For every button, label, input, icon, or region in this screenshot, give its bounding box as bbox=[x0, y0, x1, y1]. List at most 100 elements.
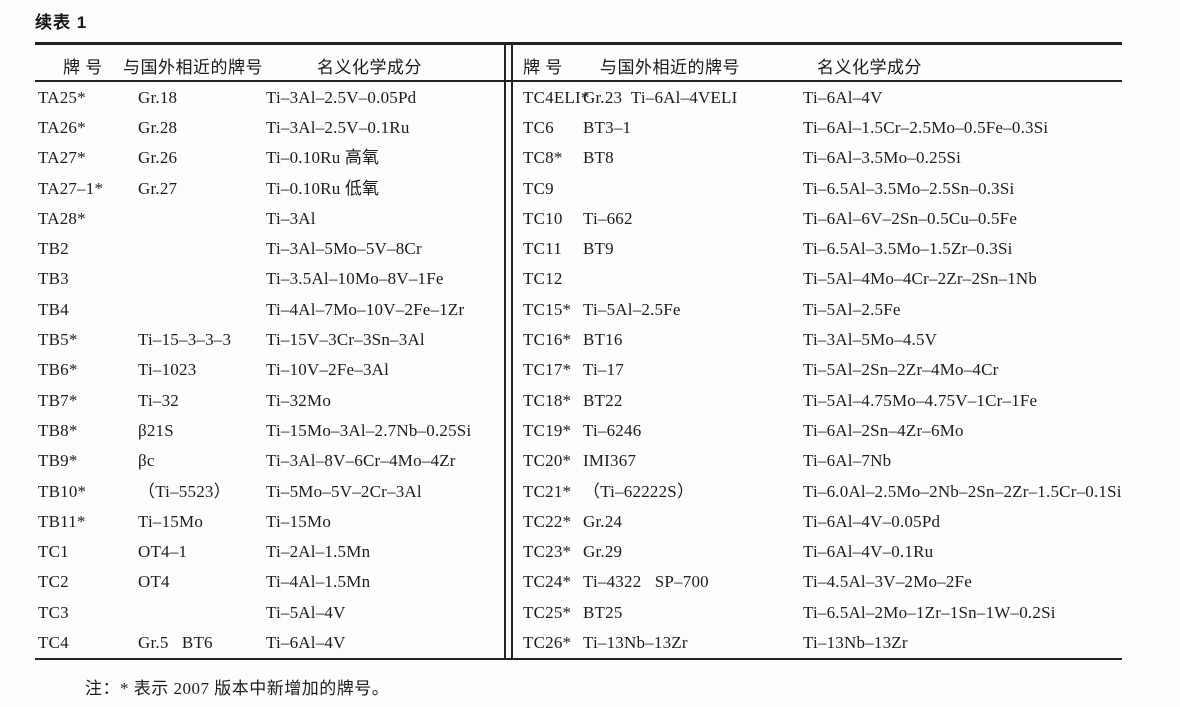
grade-cell: TC11 bbox=[523, 239, 562, 259]
table-row: TC19* Ti–6246 Ti–6Al–2Sn–4Zr–6Mo bbox=[505, 415, 1122, 445]
composition-cell: Ti–6.5Al–3.5Mo–2.5Sn–0.3Si bbox=[803, 178, 1015, 198]
composition-cell: Ti–3Al–5Mo–4.5V bbox=[803, 330, 938, 350]
table-row: TC20* IMI367 Ti–6Al–7Nb bbox=[505, 446, 1122, 476]
table-row: TC1 OT4–1 Ti–2Al–1.5Mn bbox=[35, 536, 505, 566]
composition-cell: Ti–3Al bbox=[266, 208, 316, 228]
grade-cell: TC6 bbox=[523, 117, 554, 137]
composition-cell: Ti–15Mo–3Al–2.7Nb–0.25Si bbox=[266, 420, 472, 440]
table-header-left: 牌 号 与国外相近的牌号 名义化学成分 bbox=[35, 45, 505, 82]
grade-cell: TC10 bbox=[523, 208, 563, 228]
grade-cell: TB3 bbox=[38, 269, 69, 289]
composition-cell: Ti–6Al–4V bbox=[266, 632, 346, 652]
table-right-panel: 牌 号 与国外相近的牌号 名义化学成分 TC4ELI* Gr.23 Ti–6Al–… bbox=[505, 45, 1122, 658]
table-row: TC17* Ti–17 Ti–5Al–2Sn–2Zr–4Mo–4Cr bbox=[505, 355, 1122, 385]
composition-cell: Ti–13Nb–13Zr bbox=[803, 632, 908, 652]
panel-divider-line-right bbox=[511, 45, 513, 658]
grade-cell: TB6* bbox=[38, 360, 78, 380]
grade-cell: TB7* bbox=[38, 390, 78, 410]
table-row: TA27* Gr.26 Ti–0.10Ru 高氧 bbox=[35, 143, 505, 173]
foreign-grade-cell: （Ti–5523） bbox=[138, 481, 231, 501]
foreign-grade-cell: OT4–1 bbox=[138, 542, 188, 562]
grade-cell: TC2 bbox=[38, 572, 69, 592]
header-grade: 牌 号 bbox=[523, 58, 563, 77]
grade-cell: TA28* bbox=[38, 208, 86, 228]
grade-cell: TB2 bbox=[38, 239, 69, 259]
composition-cell: Ti–4.5Al–3V–2Mo–2Fe bbox=[803, 572, 972, 592]
grade-cell: TC24* bbox=[523, 572, 572, 592]
table-left-panel: 牌 号 与国外相近的牌号 名义化学成分 TA25* Gr.18 Ti–3Al–2.5… bbox=[35, 45, 505, 658]
foreign-grade-cell: Gr.27 bbox=[138, 178, 178, 198]
foreign-grade-cell: Gr.29 bbox=[583, 542, 623, 562]
foreign-grade-cell: Ti–15–3–3–3 bbox=[138, 330, 232, 350]
header-rule bbox=[35, 80, 1122, 82]
table-row: TC4ELI* Gr.23 Ti–6Al–4VELI Ti–6Al–4V bbox=[505, 82, 1122, 112]
composition-cell: Ti–5Mo–5V–2Cr–3Al bbox=[266, 481, 422, 501]
table-row: TC24* Ti–4322 SP–700 Ti–4.5Al–3V–2Mo–2Fe bbox=[505, 567, 1122, 597]
foreign-grade-cell: Gr.5 BT6 bbox=[138, 632, 213, 652]
composition-cell: Ti–3Al–5Mo–5V–8Cr bbox=[266, 239, 422, 259]
table-rows-right: TC4ELI* Gr.23 Ti–6Al–4VELI Ti–6Al–4V TC6 BT3… bbox=[505, 82, 1122, 658]
grade-cell: TC4 bbox=[38, 632, 69, 652]
table-row: TB9* βc Ti–3Al–8V–6Cr–4Mo–4Zr bbox=[35, 446, 505, 476]
foreign-grade-cell: Gr.24 bbox=[583, 511, 623, 531]
foreign-grade-cell: BT25 bbox=[583, 602, 623, 622]
foreign-grade-cell: Ti–15Mo bbox=[138, 511, 204, 531]
header-composition: 名义化学成分 bbox=[317, 58, 422, 77]
composition-cell: Ti–6Al–3.5Mo–0.25Si bbox=[803, 148, 962, 168]
foreign-grade-cell: BT22 bbox=[583, 390, 623, 410]
table-row: TB3 Ti–3.5Al–10Mo–8V–1Fe bbox=[35, 264, 505, 294]
grade-cell: TA26* bbox=[38, 117, 86, 137]
grade-cell: TC22* bbox=[523, 511, 572, 531]
grade-cell: TA25* bbox=[38, 87, 86, 107]
grade-cell: TC9 bbox=[523, 178, 554, 198]
foreign-grade-cell: Gr.23 Ti–6Al–4VELI bbox=[583, 87, 738, 107]
composition-cell: Ti–3Al–8V–6Cr–4Mo–4Zr bbox=[266, 451, 456, 471]
composition-cell: Ti–4Al–1.5Mn bbox=[266, 572, 371, 592]
grade-cell: TA27–1* bbox=[38, 178, 104, 198]
composition-cell: Ti–0.10Ru 低氧 bbox=[266, 178, 380, 198]
table-row: TC25* BT25 Ti–6.5Al–2Mo–1Zr–1Sn–1W–0.2Si bbox=[505, 597, 1122, 627]
composition-cell: Ti–15V–3Cr–3Sn–3Al bbox=[266, 330, 425, 350]
table-row: TC3 Ti–5Al–4V bbox=[35, 597, 505, 627]
page-title: 续表 1 bbox=[35, 13, 88, 32]
header-foreign: 与国外相近的牌号 bbox=[600, 58, 740, 77]
composition-cell: Ti–6.5Al–2Mo–1Zr–1Sn–1W–0.2Si bbox=[803, 602, 1056, 622]
table-row: TC8* BT8 Ti–6Al–3.5Mo–0.25Si bbox=[505, 143, 1122, 173]
table-row: TC11 BT9 Ti–6.5Al–3.5Mo–1.5Zr–0.3Si bbox=[505, 233, 1122, 263]
grade-cell: TB10* bbox=[38, 481, 87, 501]
foreign-grade-cell: Gr.28 bbox=[138, 117, 178, 137]
composition-cell: Ti–6Al–1.5Cr–2.5Mo–0.5Fe–0.3Si bbox=[803, 117, 1049, 137]
footnote: 注：* 表示 2007 版本中新增加的牌号。 bbox=[85, 679, 390, 698]
foreign-grade-cell: OT4 bbox=[138, 572, 170, 592]
table-row: TC4 Gr.5 BT6 Ti–6Al–4V bbox=[35, 627, 505, 657]
grade-cell: TC19* bbox=[523, 420, 572, 440]
table-row: TC2 OT4 Ti–4Al–1.5Mn bbox=[35, 567, 505, 597]
table-row: TC26* Ti–13Nb–13Zr Ti–13Nb–13Zr bbox=[505, 627, 1122, 657]
foreign-grade-cell: Ti–1023 bbox=[138, 360, 197, 380]
grade-cell: TC4ELI* bbox=[523, 87, 590, 107]
table-row: TA27–1* Gr.27 Ti–0.10Ru 低氧 bbox=[35, 173, 505, 203]
composition-cell: Ti–6Al–4V bbox=[803, 87, 883, 107]
composition-cell: Ti–6Al–4V–0.05Pd bbox=[803, 511, 941, 531]
grade-cell: TC16* bbox=[523, 330, 572, 350]
table-row: TC22* Gr.24 Ti–6Al–4V–0.05Pd bbox=[505, 506, 1122, 536]
composition-cell: Ti–4Al–7Mo–10V–2Fe–1Zr bbox=[266, 299, 465, 319]
table-row: TB7* Ti–32 Ti–32Mo bbox=[35, 385, 505, 415]
composition-cell: Ti–2Al–1.5Mn bbox=[266, 542, 371, 562]
foreign-grade-cell: Ti–6246 bbox=[583, 420, 642, 440]
header-grade: 牌 号 bbox=[63, 58, 103, 77]
table-row: TB5* Ti–15–3–3–3 Ti–15V–3Cr–3Sn–3Al bbox=[35, 324, 505, 354]
grade-cell: TC21* bbox=[523, 481, 572, 501]
header-composition: 名义化学成分 bbox=[817, 58, 922, 77]
panel-divider-line-left bbox=[504, 45, 506, 658]
composition-cell: Ti–6Al–7Nb bbox=[803, 451, 892, 471]
table-row: TC23* Gr.29 Ti–6Al–4V–0.1Ru bbox=[505, 536, 1122, 566]
composition-cell: Ti–0.10Ru 高氧 bbox=[266, 148, 380, 168]
table-row: TC16* BT16 Ti–3Al–5Mo–4.5V bbox=[505, 324, 1122, 354]
grade-cell: TC20* bbox=[523, 451, 572, 471]
composition-cell: Ti–32Mo bbox=[266, 390, 332, 410]
foreign-grade-cell: Ti–5Al–2.5Fe bbox=[583, 299, 681, 319]
foreign-grade-cell: Ti–17 bbox=[583, 360, 625, 380]
grade-cell: TC23* bbox=[523, 542, 572, 562]
